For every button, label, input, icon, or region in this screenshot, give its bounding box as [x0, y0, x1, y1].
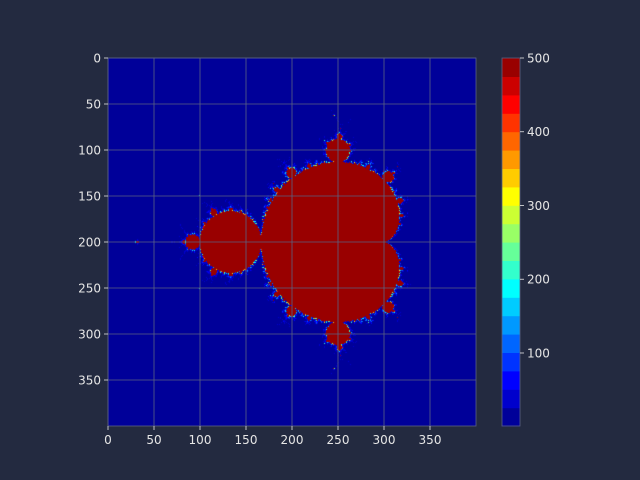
x-tick-label: 350 [419, 433, 442, 447]
x-tick-label: 0 [104, 433, 112, 447]
x-tick-label: 200 [281, 433, 304, 447]
colorbar: 100 200 300 400 500 [501, 52, 550, 427]
y-tick-label: 150 [78, 190, 101, 204]
x-tick-label: 100 [189, 433, 212, 447]
colorbar-tick-label: 200 [527, 273, 550, 287]
colorbar-band [502, 389, 520, 409]
x-tick-label: 250 [327, 433, 350, 447]
colorbar-bands [502, 58, 520, 427]
colorbar-axis: 100 200 300 400 500 [520, 52, 550, 360]
colorbar-band [502, 223, 520, 243]
colorbar-band [502, 278, 520, 298]
y-tick-label: 300 [78, 328, 101, 342]
y-tick-label: 50 [86, 98, 101, 112]
main-axes: 0 50 100 150 200 250 300 350 0 50 100 150 200 250 300… [78, 52, 477, 447]
y-tick-label: 100 [78, 144, 101, 158]
colorbar-band [502, 131, 520, 151]
colorbar-band [502, 242, 520, 261]
colorbar-band [502, 260, 520, 280]
colorbar-band [502, 113, 520, 133]
colorbar-band [502, 168, 520, 188]
colorbar-band [502, 352, 520, 372]
colorbar-band [502, 407, 520, 427]
colorbar-tick-label: 100 [527, 346, 550, 360]
colorbar-band [502, 315, 520, 335]
y-tick-label: 350 [78, 374, 101, 388]
colorbar-frame [501, 57, 521, 427]
colorbar-tick-label: 400 [527, 125, 550, 139]
colorbar-band [502, 370, 520, 390]
x-axis: 0 50 100 150 200 250 300 350 [104, 426, 441, 447]
colorbar-band [502, 297, 520, 317]
y-tick-label: 0 [93, 52, 101, 66]
colorbar-band [502, 150, 520, 169]
colorbar-band [502, 334, 520, 353]
y-tick-label: 200 [78, 236, 101, 250]
x-tick-label: 150 [235, 433, 258, 447]
colorbar-band [502, 94, 520, 114]
y-axis: 0 50 100 150 200 250 300 350 [78, 52, 108, 388]
colorbar-band [502, 58, 520, 77]
colorbar-tick-label: 500 [527, 52, 550, 66]
x-tick-label: 50 [146, 433, 161, 447]
colorbar-tick-label: 300 [527, 199, 550, 213]
x-tick-label: 300 [373, 433, 396, 447]
y-tick-label: 250 [78, 282, 101, 296]
colorbar-band [502, 186, 520, 206]
colorbar-band [502, 76, 520, 96]
colorbar-band [502, 205, 520, 225]
